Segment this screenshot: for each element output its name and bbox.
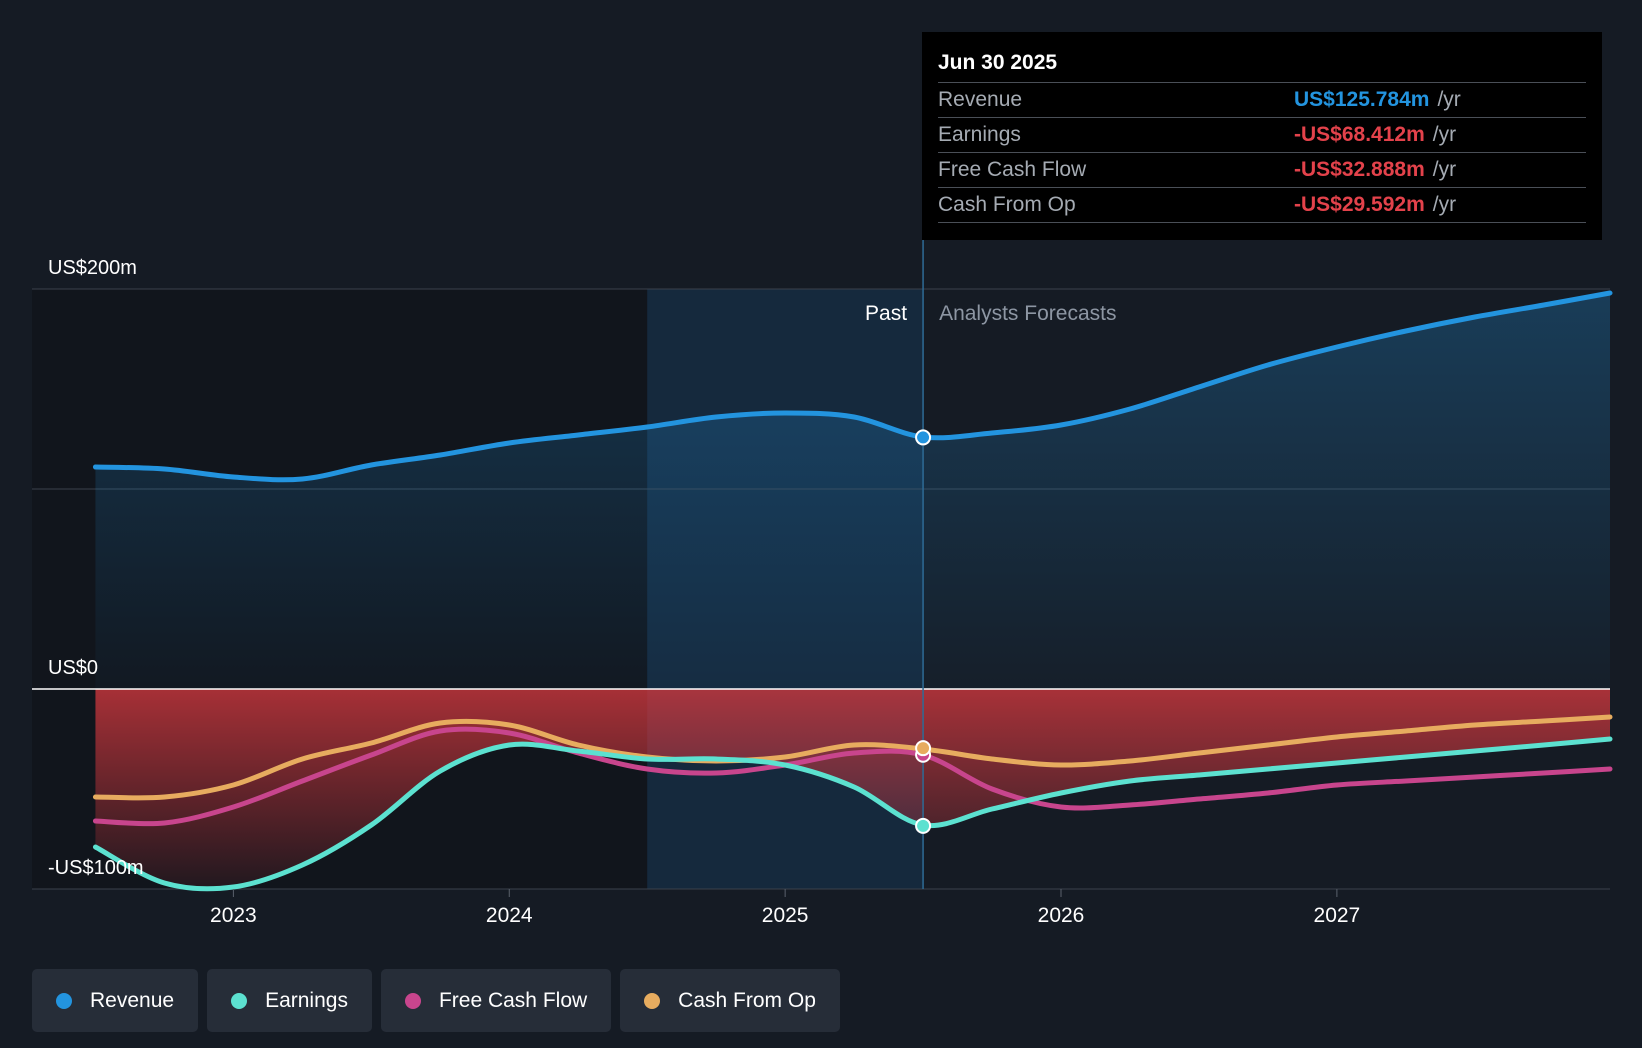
- line-cash-from-op: [92, 714, 1613, 801]
- tooltip-unit: /yr: [1432, 123, 1457, 146]
- tooltip-value: -US$32.888m: [1294, 158, 1425, 181]
- tooltip-row-cash-from-op: Cash From Op -US$29.592m/yr: [938, 187, 1586, 223]
- legend-item-earnings[interactable]: Earnings: [207, 969, 372, 1032]
- legend-dot-icon: [56, 992, 72, 1009]
- x-label-2023: 2023: [210, 904, 257, 927]
- line-earnings: [92, 736, 1613, 892]
- x-axis-labels: 2023 2024 2025 2026 2027: [210, 889, 1360, 927]
- line-revenue: [92, 290, 1613, 483]
- y-axis-labels: US$200m US$0 -US$100m: [48, 257, 144, 879]
- legend-label: Cash From Op: [678, 988, 816, 1012]
- legend-item-revenue[interactable]: Revenue: [32, 969, 199, 1032]
- y-label-us-0: US$0: [48, 657, 98, 679]
- tooltip-label: Revenue: [938, 88, 1023, 111]
- tooltip-label: Free Cash Flow: [938, 158, 1087, 181]
- legend-dot-icon: [644, 992, 661, 1009]
- x-label-2027: 2027: [1314, 904, 1361, 927]
- legend-label: Earnings: [265, 988, 348, 1012]
- x-label-2026: 2026: [1038, 904, 1085, 927]
- tooltip: Jun 30 2025 Revenue US$125.784m/yr Earning…: [922, 32, 1602, 240]
- legend-dot-icon: [231, 992, 248, 1009]
- legend-label: Free Cash Flow: [438, 988, 588, 1012]
- y-label--us-100m: -US$100m: [48, 857, 144, 879]
- tooltip-value: US$125.784m: [1294, 88, 1430, 111]
- series-lines: [92, 290, 1613, 892]
- marker-revenue[interactable]: [915, 429, 932, 446]
- forecast-label: Analysts Forecasts: [939, 302, 1116, 325]
- legend: Revenue Earnings Free Cash Flow Cash From O…: [32, 969, 840, 1032]
- tooltip-unit: /yr: [1432, 158, 1457, 181]
- revenue-area: [95, 293, 1610, 689]
- earnings-negative-area: [95, 689, 1610, 889]
- tooltip-value: -US$68.412m: [1294, 123, 1425, 146]
- marker-cash-from-op[interactable]: [915, 740, 932, 757]
- tooltip-unit: /yr: [1432, 193, 1457, 216]
- tooltip-row-free-cash-flow: Free Cash Flow -US$32.888m/yr: [938, 152, 1586, 187]
- legend-label: Revenue: [90, 988, 175, 1012]
- tooltip-label: Earnings: [938, 123, 1021, 146]
- marker-earnings[interactable]: [915, 817, 932, 834]
- legend-item-free-cash-flow[interactable]: Free Cash Flow: [380, 969, 612, 1032]
- legend-dot-icon: [404, 992, 421, 1009]
- tooltip-label: Cash From Op: [938, 193, 1076, 216]
- y-label-us-200m: US$200m: [48, 257, 137, 279]
- x-label-2024: 2024: [486, 904, 533, 927]
- tooltip-date: Jun 30 2025: [938, 51, 1058, 74]
- tooltip-unit: /yr: [1437, 88, 1461, 111]
- x-label-2025: 2025: [762, 904, 809, 927]
- tooltip-rows: Revenue US$125.784m/yr Earnings -US$68.412m…: [938, 82, 1586, 223]
- tooltip-row-revenue: Revenue US$125.784m/yr: [938, 82, 1586, 117]
- past-label: Past: [865, 302, 907, 325]
- legend-item-cash-from-op[interactable]: Cash From Op: [620, 969, 840, 1032]
- series-markers: [915, 429, 932, 834]
- line-free-cash-flow: [92, 726, 1613, 827]
- tooltip-value: -US$29.592m: [1294, 193, 1425, 216]
- tooltip-row-earnings: Earnings -US$68.412m/yr: [938, 117, 1586, 152]
